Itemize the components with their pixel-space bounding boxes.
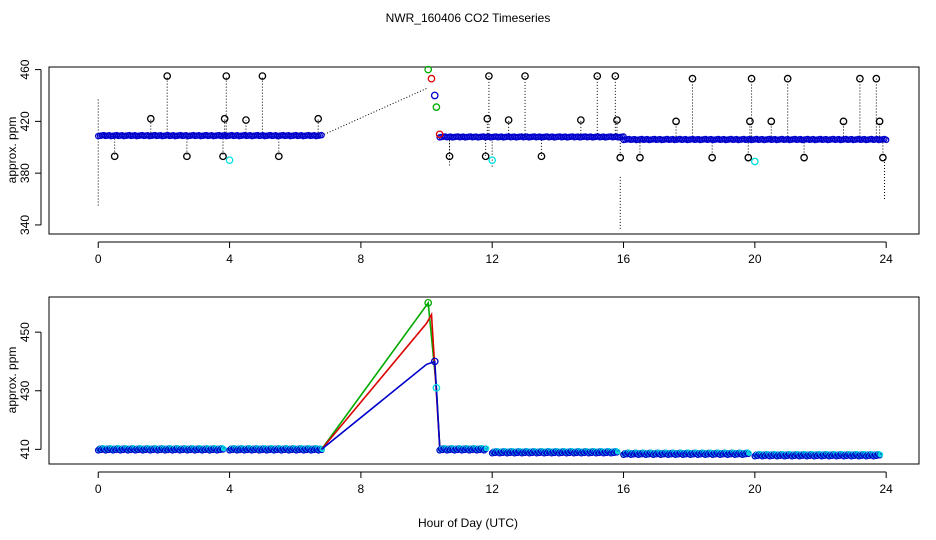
block-marker-cyan xyxy=(614,448,621,455)
bottom-y-tick-label: 450 xyxy=(18,322,32,342)
cyan-outlier-marker xyxy=(750,157,759,166)
block-marker-cyan xyxy=(746,450,752,456)
plume-marker xyxy=(424,299,433,307)
top-panel: 0 4 8 12 16 20 24 340 380 420 460 approx. ppm xyxy=(5,59,920,266)
top-x-tick-label: 0 xyxy=(95,252,102,266)
top-x-tick-label: 8 xyxy=(358,252,365,266)
baseline-marker xyxy=(882,136,890,144)
spike-marker xyxy=(576,116,585,124)
spike-marker xyxy=(258,72,267,80)
spike-marker xyxy=(521,72,529,80)
cyan-outlier-marker xyxy=(488,156,497,165)
bottom-panel: 0 4 8 12 16 20 24 410 430 450 approx. ppm Hour of… xyxy=(5,296,920,530)
top-x-tick-label: 4 xyxy=(226,252,233,266)
spike-marker xyxy=(146,114,155,123)
spike-marker xyxy=(613,116,621,124)
top-y-tick-label: 420 xyxy=(18,111,32,131)
spike-marker xyxy=(481,152,490,161)
top-x-tick-label: 24 xyxy=(879,252,893,266)
spike-marker xyxy=(163,72,172,80)
spike-marker xyxy=(616,153,625,162)
spike-marker xyxy=(110,152,119,161)
block-marker-cyan xyxy=(877,451,884,458)
block-marker-cyan xyxy=(220,445,227,452)
block-marker-cyan xyxy=(483,445,490,452)
spike-marker xyxy=(747,74,756,83)
figure-title: NWR_160406 CO2 Timeseries xyxy=(386,11,551,25)
bottom-panel-frame xyxy=(48,296,920,465)
top-y-tick-label: 460 xyxy=(18,59,32,79)
bottom-x-tick-label: 12 xyxy=(486,482,500,496)
bottom-x-tick-label: 24 xyxy=(879,482,893,496)
x-axis-label: Hour of Day (UTC) xyxy=(418,516,518,530)
spike-marker xyxy=(744,153,753,162)
plume-marker xyxy=(432,383,441,392)
spike-marker xyxy=(708,153,717,162)
plume-marker xyxy=(430,357,439,366)
bottom-x-tick-label: 0 xyxy=(95,482,102,496)
cyan-outlier-marker xyxy=(225,156,234,165)
spike-marker xyxy=(222,72,231,80)
top-panel-y-label: approx. ppm xyxy=(5,117,19,184)
bottom-y-tick-label: 430 xyxy=(18,380,32,400)
spike-marker xyxy=(242,116,250,124)
spike-marker xyxy=(636,153,644,162)
plume-marker xyxy=(427,74,436,83)
bottom-x-tick-label: 8 xyxy=(358,482,365,496)
top-x-tick-label: 12 xyxy=(486,252,500,266)
spike-marker xyxy=(537,152,546,161)
spike-marker xyxy=(183,152,191,161)
top-x-tick-label: 20 xyxy=(748,252,762,266)
spike-marker xyxy=(274,152,283,161)
bottom-panel-y-label: approx. ppm xyxy=(5,347,19,414)
blue-trace-line xyxy=(320,360,441,451)
spike-marker xyxy=(872,74,881,83)
plume-marker xyxy=(430,91,439,100)
spike-marker xyxy=(219,152,227,161)
spike-marker xyxy=(879,153,887,162)
spike-marker xyxy=(856,74,864,83)
plume-marker xyxy=(424,65,433,74)
spike-marker xyxy=(839,117,848,126)
spike-marker xyxy=(314,114,323,123)
spike-marker xyxy=(672,117,680,126)
spike-marker xyxy=(611,72,620,80)
red-trace-line xyxy=(320,311,441,450)
spike-marker xyxy=(593,72,602,80)
spike-marker xyxy=(220,114,229,123)
bottom-y-tick-label: 410 xyxy=(18,439,32,459)
spike-marker xyxy=(767,117,776,126)
bottom-x-tick-label: 4 xyxy=(226,482,233,496)
spike-marker xyxy=(483,114,492,123)
top-y-tick-label: 340 xyxy=(18,215,32,235)
spike-marker xyxy=(800,153,808,162)
plume-marker xyxy=(435,130,444,139)
spike-marker xyxy=(485,72,493,80)
spike-marker xyxy=(688,74,697,83)
top-x-tick-label: 16 xyxy=(617,252,631,266)
top-panel-frame xyxy=(48,66,920,235)
spike-marker xyxy=(783,74,792,83)
bottom-x-tick-label: 16 xyxy=(617,482,631,496)
spike-marker xyxy=(746,117,754,126)
dotted-connector-line xyxy=(321,87,429,137)
spike-marker xyxy=(445,152,454,161)
spike-marker xyxy=(504,116,513,124)
top-y-tick-label: 380 xyxy=(18,163,32,183)
plume-marker xyxy=(432,103,441,111)
baseline-marker xyxy=(318,131,325,139)
spike-marker xyxy=(875,117,884,126)
bottom-x-tick-label: 20 xyxy=(748,482,762,496)
